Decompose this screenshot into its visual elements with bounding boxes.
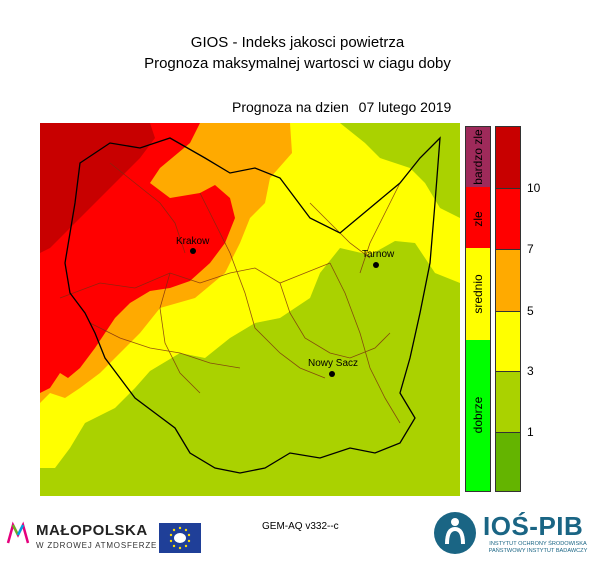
institute-line-1: INSTYTUT OCHRONY ŚRODOWISKA (489, 541, 587, 547)
scale-tick-1: 1 (527, 425, 534, 439)
scale-swatch-7-10 (496, 189, 520, 250)
legend-label-very-bad: bardzo zle (471, 129, 485, 185)
institute-line-2: PAŃSTWOWY INSTYTUT BADAWCZY (488, 548, 588, 554)
city-marker-nowy-sacz: Nowy Sacz (308, 358, 358, 377)
eu-stars-icon (169, 526, 191, 550)
city-label-krakow: Krakow (176, 236, 210, 247)
ios-pib-emblem-icon (434, 512, 476, 554)
zone-good-east (340, 123, 460, 218)
city-marker-krakow: Krakow (176, 236, 210, 254)
legend-swatch-moderate (466, 248, 490, 340)
scale-tick-3: 3 (527, 364, 534, 378)
scale-tick-10: 10 (527, 181, 541, 195)
scale-swatch-1-3 (496, 372, 520, 433)
malopolska-slogan: W ZDROWEJ ATMOSFERZE (36, 541, 158, 550)
region-border (64, 136, 441, 474)
map-subtitle: Prognoza maksymalnej wartosci w ciagu do… (144, 55, 451, 72)
date-prefix: Prognoza na dzien (232, 99, 349, 115)
model-version: GEM-AQ v332--c (262, 521, 339, 532)
forecast-date: Prognoza na dzien 07 lutego 2019 (232, 99, 457, 115)
eu-life-logo (158, 522, 202, 554)
category-legend: bardzo zle zle srednio dobrze (465, 126, 491, 492)
malopolska-emblem-icon (6, 521, 30, 544)
legend-swatch-good (466, 340, 490, 491)
legend-label-moderate: srednio (471, 274, 485, 314)
institute-fullname: INSTYTUT OCHRONY ŚRODOWISKA PAŃSTWOWY IN… (483, 541, 593, 555)
city-marker-tarnow: Tarnow (362, 249, 395, 268)
scale-swatch-3-5 (496, 312, 520, 372)
date-value: 07 lutego 2019 (358, 99, 452, 115)
scale-swatch-0-1 (496, 433, 520, 491)
zone-very-bad (40, 123, 155, 253)
scale-tick-5: 5 (527, 304, 534, 318)
legend-swatch-very-bad (466, 127, 490, 187)
legend-label-bad: zle (471, 211, 485, 227)
legend-swatch-bad (466, 187, 490, 248)
malopolska-logo: MAŁOPOLSKA W ZDROWEJ ATMOSFERZE (6, 518, 206, 558)
legend-label-good: dobrze (471, 396, 485, 434)
scale-swatch-10plus (496, 127, 520, 189)
scale-tick-7: 7 (527, 242, 534, 256)
map-title: GIOS - Indeks jakosci powietrza (190, 34, 405, 51)
malopolska-name: MAŁOPOLSKA (36, 522, 148, 539)
institute-name: IOŚ-PIB (483, 511, 584, 541)
index-scale (495, 126, 521, 492)
city-label-tarnow: Tarnow (362, 249, 395, 260)
air-quality-map: Krakow Tarnow Nowy Sacz (40, 123, 460, 496)
city-label-nowy-sacz: Nowy Sacz (308, 358, 358, 369)
scale-swatch-5-7 (496, 250, 520, 312)
